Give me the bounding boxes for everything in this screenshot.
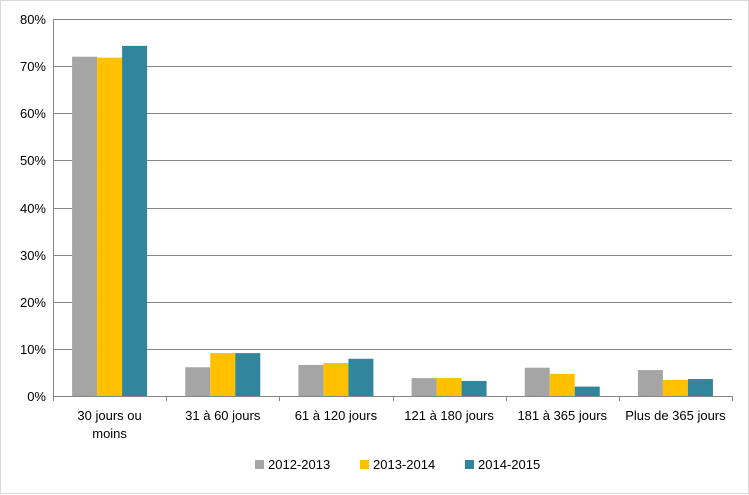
y-tick-label: 80%: [20, 12, 46, 27]
y-tick-label: 70%: [20, 59, 46, 74]
bar: [122, 45, 148, 396]
bar: [436, 378, 462, 396]
bar: [549, 373, 575, 396]
legend-swatch: [465, 460, 474, 469]
bar: [185, 367, 211, 396]
x-category-label: 30 jours ou: [77, 408, 141, 423]
x-category-label: moins: [92, 426, 127, 441]
bar: [411, 378, 437, 396]
legend-swatch: [255, 460, 264, 469]
y-tick-label: 0%: [27, 389, 46, 404]
legend-label: 2012-2013: [268, 457, 330, 472]
x-category-label: 121 à 180 jours: [404, 408, 494, 423]
legend-label: 2014-2015: [478, 457, 540, 472]
x-category-label: 61 à 120 jours: [295, 408, 378, 423]
y-tick-label: 30%: [20, 248, 46, 263]
bar: [210, 353, 236, 396]
bar: [97, 57, 123, 396]
bar: [687, 379, 713, 396]
legend-label: 2013-2014: [373, 457, 435, 472]
legend-swatch: [360, 460, 369, 469]
y-tick-label: 60%: [20, 106, 46, 121]
bar: [524, 367, 550, 396]
x-category-label: 31 à 60 jours: [185, 408, 261, 423]
bar: [637, 370, 663, 396]
y-tick-label: 50%: [20, 153, 46, 168]
bar: [348, 358, 374, 396]
bar: [298, 364, 324, 396]
bar: [662, 379, 688, 396]
bar: [72, 56, 98, 396]
bar: [323, 363, 349, 396]
bar: [461, 380, 487, 396]
y-tick-label: 10%: [20, 342, 46, 357]
x-category-label: Plus de 365 jours: [625, 408, 726, 423]
bar: [574, 386, 600, 396]
x-category-label: 181 à 365 jours: [517, 408, 607, 423]
y-tick-label: 20%: [20, 295, 46, 310]
y-tick-label: 40%: [20, 201, 46, 216]
bar: [235, 353, 261, 396]
